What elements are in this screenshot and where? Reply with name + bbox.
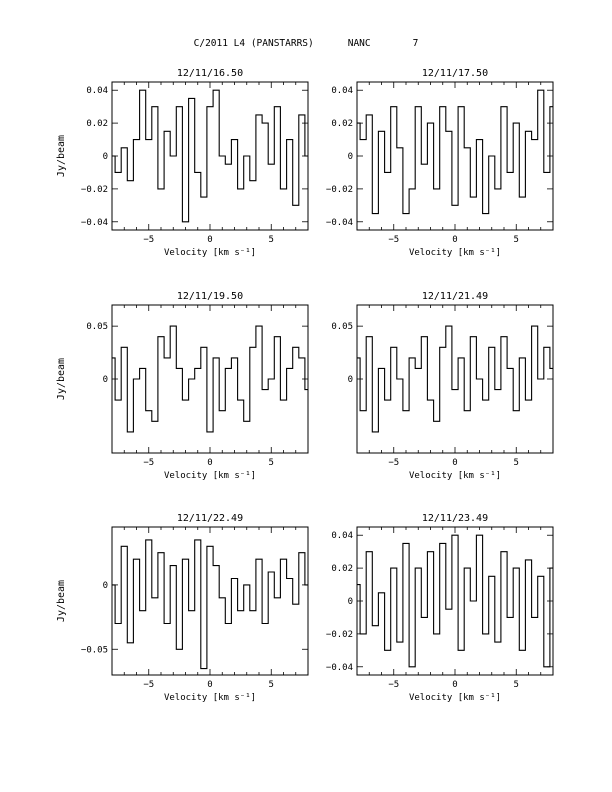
y-tick-label: −0.04	[326, 663, 353, 673]
x-tick-label: 5	[269, 680, 274, 690]
page-number: 7	[412, 38, 419, 49]
x-tick-label: −5	[143, 680, 154, 690]
x-axis-label: Velocity [km s⁻¹]	[409, 471, 501, 481]
y-tick-label: −0.04	[326, 218, 353, 228]
x-tick-label: 5	[514, 235, 519, 245]
plot-frame	[111, 81, 309, 231]
spectrum-panel-2: −5 0 5 −0.04 −0.02 0 0.02 0.04 12/11/17.50 Veloci…	[326, 68, 554, 258]
plot-frame	[356, 81, 554, 231]
station-code: NANC	[347, 38, 371, 49]
spectrum-panel-5: −5 0 5 −0.05 0 12/11/22.49 Velocity [km s⁻¹] Jy…	[56, 513, 309, 703]
panel-title: 12/11/19.50	[177, 291, 243, 302]
spectrum-line	[357, 534, 553, 668]
y-tick-label: −0.02	[81, 185, 108, 195]
spectrum-line	[112, 325, 308, 433]
x-tick-label: −5	[388, 680, 399, 690]
x-tick-label: −5	[143, 235, 154, 245]
spectrum-panel-4: −5 0 5 0 0.05 12/11/21.49 Velocity [km s⁻¹]	[331, 291, 554, 481]
y-tick-label: 0	[348, 152, 353, 162]
y-axis-label: Jy/beam	[56, 135, 67, 177]
spectrum-line	[357, 325, 553, 433]
y-tick-label: 0.05	[86, 322, 108, 332]
x-axis-label: Velocity [km s⁻¹]	[164, 471, 256, 481]
x-tick-label: 5	[514, 680, 519, 690]
y-tick-label: 0	[348, 375, 353, 385]
y-tick-label: 0.02	[86, 119, 108, 129]
spectrum-line	[112, 539, 308, 670]
x-tick-label: 0	[207, 458, 212, 468]
y-tick-label: −0.05	[81, 645, 108, 655]
x-tick-label: −5	[388, 235, 399, 245]
spectrum-panel-1: −5 0 5 −0.04 −0.02 0 0.02 0.04 12/11/16.50 Veloci…	[56, 68, 309, 258]
spectrum-panel-6: −5 0 5 −0.04 −0.02 0 0.02 0.04 12/11/23.49 Veloci…	[326, 513, 554, 703]
y-tick-label: 0.04	[86, 86, 108, 96]
plot-frame	[356, 304, 554, 454]
y-tick-label: 0	[103, 152, 108, 162]
plot-frame	[356, 526, 554, 676]
plot-frame	[111, 304, 309, 454]
x-tick-label: −5	[388, 458, 399, 468]
y-tick-label: 0.04	[331, 86, 353, 96]
x-tick-label: 0	[452, 680, 457, 690]
y-tick-label: 0.05	[331, 322, 353, 332]
spectrum-line	[112, 89, 308, 223]
panel-title: 12/11/23.49	[422, 513, 488, 524]
object-name: C/2011 L4 (PANSTARRS)	[193, 38, 314, 49]
y-tick-label: 0	[103, 375, 108, 385]
x-tick-label: 0	[207, 235, 212, 245]
panel-title: 12/11/22.49	[177, 513, 243, 524]
y-tick-label: 0.04	[331, 531, 353, 541]
y-tick-label: −0.02	[326, 185, 353, 195]
panel-title: 12/11/17.50	[422, 68, 488, 79]
y-tick-label: −0.02	[326, 630, 353, 640]
x-tick-label: 5	[514, 458, 519, 468]
x-tick-label: 5	[269, 458, 274, 468]
y-axis-label: Jy/beam	[56, 358, 67, 400]
x-axis-label: Velocity [km s⁻¹]	[409, 248, 501, 258]
x-tick-label: −5	[143, 458, 154, 468]
y-tick-label: 0	[348, 597, 353, 607]
panel-title: 12/11/16.50	[177, 68, 243, 79]
y-axis-label: Jy/beam	[56, 580, 67, 622]
spectrum-line	[357, 89, 553, 215]
x-axis-label: Velocity [km s⁻¹]	[409, 693, 501, 703]
spectrum-panel-3: −5 0 5 0 0.05 12/11/19.50 Velocity [km s⁻¹] Jy/…	[56, 291, 309, 481]
y-tick-label: 0.02	[331, 564, 353, 574]
panel-title: 12/11/21.49	[422, 291, 488, 302]
y-tick-label: 0.02	[331, 119, 353, 129]
x-tick-label: 5	[269, 235, 274, 245]
y-tick-label: −0.04	[81, 218, 108, 228]
x-tick-label: 0	[452, 235, 457, 245]
x-tick-label: 0	[207, 680, 212, 690]
x-axis-label: Velocity [km s⁻¹]	[164, 693, 256, 703]
page-title: C/2011 L4 (PANSTARRS) NANC 7	[0, 38, 612, 49]
y-tick-label: 0	[103, 581, 108, 591]
plot-frame	[111, 526, 309, 676]
x-axis-label: Velocity [km s⁻¹]	[164, 248, 256, 258]
x-tick-label: 0	[452, 458, 457, 468]
